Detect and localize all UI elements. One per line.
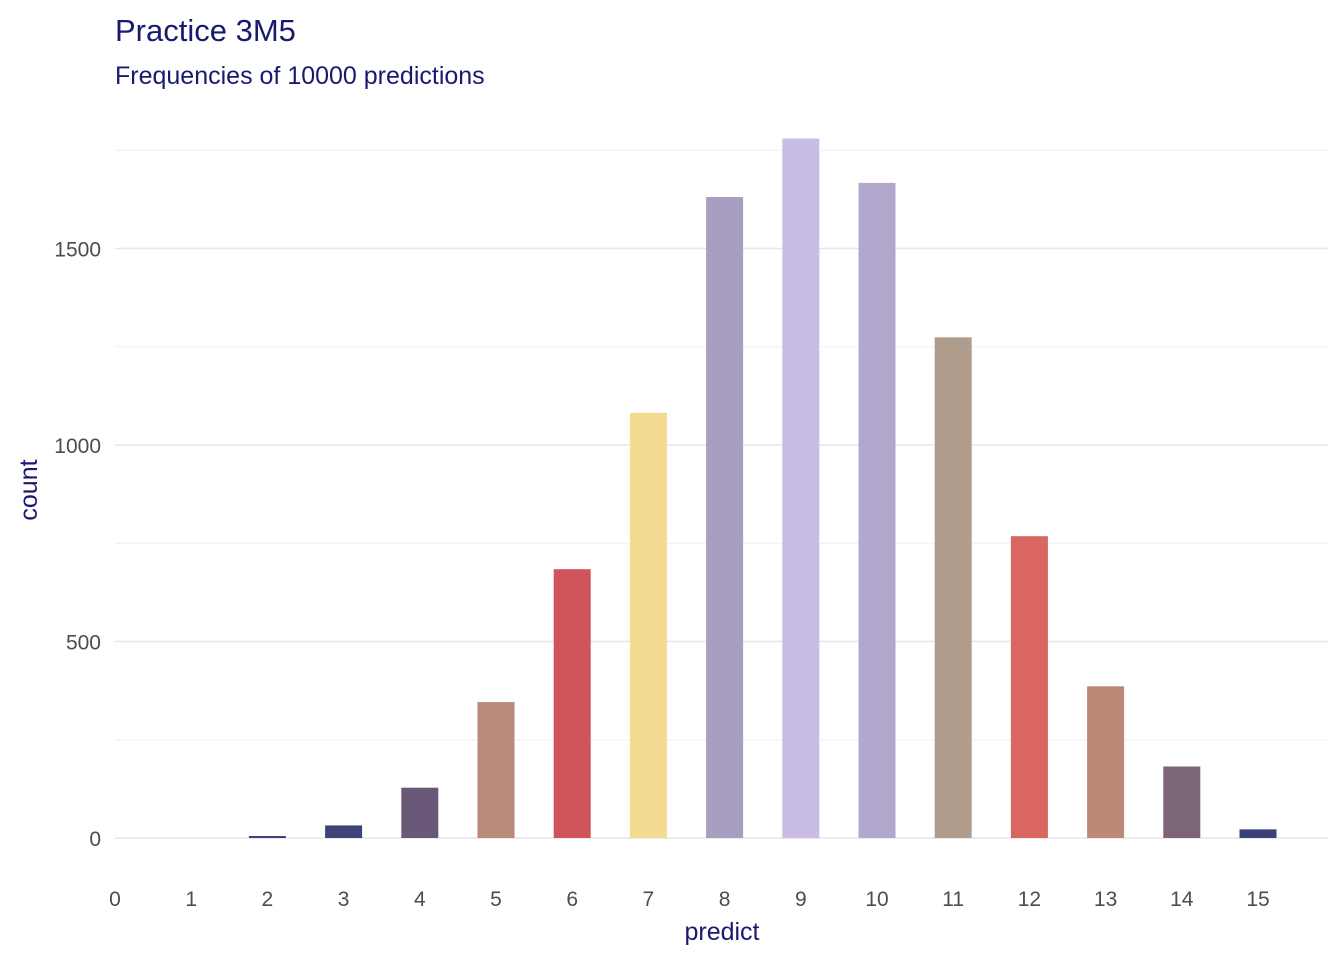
- x-axis-ticks: 0 1 2 3 4 5 6 7 8 9 10 11 12 13 14 15: [109, 888, 1270, 911]
- x-tick-label: 3: [338, 888, 350, 911]
- x-axis-title: predict: [684, 918, 759, 946]
- y-tick-label: 500: [66, 632, 101, 655]
- x-tick-label: 15: [1246, 888, 1269, 911]
- bar-predict-10: [858, 182, 896, 838]
- y-tick-label: 0: [89, 828, 101, 851]
- x-tick-label: 5: [490, 888, 502, 911]
- bar-predict-4: [401, 787, 439, 838]
- bar-predict-12: [1010, 536, 1048, 838]
- bar-predict-11: [934, 337, 972, 838]
- x-tick-label: 7: [643, 888, 655, 911]
- bar-predict-15: [1239, 829, 1277, 838]
- x-tick-label: 13: [1094, 888, 1117, 911]
- bar-predict-2: [248, 836, 286, 838]
- bar-predict-14: [1163, 766, 1201, 838]
- bars: [248, 138, 1277, 839]
- y-axis-title: count: [15, 459, 43, 520]
- bar-predict-8: [706, 197, 744, 839]
- bar-predict-5: [477, 702, 515, 838]
- bar-predict-7: [629, 412, 667, 838]
- x-tick-label: 12: [1018, 888, 1041, 911]
- bar-predict-3: [325, 825, 363, 838]
- x-tick-label: 8: [719, 888, 731, 911]
- x-tick-label: 4: [414, 888, 426, 911]
- x-tick-label: 9: [795, 888, 807, 911]
- y-tick-label: 1000: [54, 435, 101, 458]
- x-tick-label: 1: [185, 888, 197, 911]
- y-axis-ticks: 0 500 1000 1500: [54, 239, 101, 852]
- x-tick-label: 2: [262, 888, 274, 911]
- bar-predict-6: [553, 569, 591, 838]
- x-tick-label: 10: [865, 888, 888, 911]
- chart-subtitle: Frequencies of 10000 predictions: [115, 62, 485, 90]
- y-tick-label: 1500: [54, 239, 101, 262]
- bar-predict-13: [1087, 686, 1125, 838]
- x-tick-label: 6: [566, 888, 578, 911]
- x-tick-label: 11: [942, 888, 964, 911]
- chart-title: Practice 3M5: [115, 13, 296, 48]
- bar-predict-9: [782, 138, 820, 838]
- x-tick-label: 0: [109, 888, 121, 911]
- x-tick-label: 14: [1170, 888, 1194, 911]
